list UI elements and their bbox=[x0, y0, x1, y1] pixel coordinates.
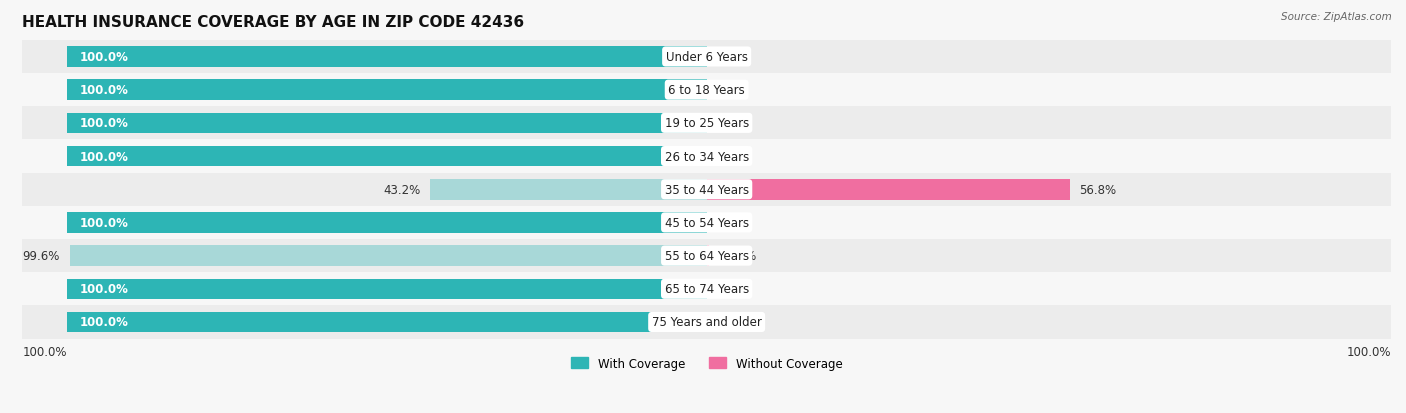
Text: 0.0%: 0.0% bbox=[716, 51, 747, 64]
Bar bbox=[430, 180, 707, 200]
Text: 100.0%: 100.0% bbox=[80, 150, 129, 163]
Text: 100.0%: 100.0% bbox=[80, 117, 129, 130]
Text: 100.0%: 100.0% bbox=[80, 316, 129, 329]
Bar bbox=[67, 213, 707, 233]
Text: 65 to 74 Years: 65 to 74 Years bbox=[665, 282, 749, 296]
Text: 45 to 54 Years: 45 to 54 Years bbox=[665, 216, 749, 229]
Bar bbox=[707, 180, 1070, 200]
Bar bbox=[22, 107, 1391, 140]
Text: 75 Years and older: 75 Years and older bbox=[652, 316, 762, 329]
Text: 0.0%: 0.0% bbox=[716, 150, 747, 163]
Bar bbox=[67, 47, 707, 68]
Text: 100.0%: 100.0% bbox=[80, 51, 129, 64]
Text: 0.44%: 0.44% bbox=[718, 249, 756, 263]
Bar bbox=[22, 206, 1391, 240]
Text: 0.0%: 0.0% bbox=[716, 316, 747, 329]
Bar bbox=[22, 273, 1391, 306]
Bar bbox=[67, 113, 707, 134]
Text: 99.6%: 99.6% bbox=[22, 249, 60, 263]
Bar bbox=[707, 246, 710, 266]
Text: 0.0%: 0.0% bbox=[716, 216, 747, 229]
Text: 26 to 34 Years: 26 to 34 Years bbox=[665, 150, 749, 163]
Text: 0.0%: 0.0% bbox=[716, 117, 747, 130]
Bar bbox=[22, 140, 1391, 173]
Bar bbox=[22, 41, 1391, 74]
Text: Source: ZipAtlas.com: Source: ZipAtlas.com bbox=[1281, 12, 1392, 22]
Text: 55 to 64 Years: 55 to 64 Years bbox=[665, 249, 749, 263]
Bar bbox=[67, 312, 707, 332]
Text: 100.0%: 100.0% bbox=[80, 84, 129, 97]
Bar bbox=[70, 246, 707, 266]
Text: 6 to 18 Years: 6 to 18 Years bbox=[668, 84, 745, 97]
Bar bbox=[22, 74, 1391, 107]
Text: 0.0%: 0.0% bbox=[716, 84, 747, 97]
Text: 35 to 44 Years: 35 to 44 Years bbox=[665, 183, 749, 196]
Bar bbox=[67, 80, 707, 101]
Text: 100.0%: 100.0% bbox=[80, 216, 129, 229]
Text: 19 to 25 Years: 19 to 25 Years bbox=[665, 117, 749, 130]
Bar bbox=[22, 173, 1391, 206]
Text: HEALTH INSURANCE COVERAGE BY AGE IN ZIP CODE 42436: HEALTH INSURANCE COVERAGE BY AGE IN ZIP … bbox=[22, 15, 524, 30]
Text: 100.0%: 100.0% bbox=[80, 282, 129, 296]
Legend: With Coverage, Without Coverage: With Coverage, Without Coverage bbox=[567, 352, 848, 375]
Text: 100.0%: 100.0% bbox=[1347, 346, 1391, 358]
Bar bbox=[67, 146, 707, 167]
Text: 0.0%: 0.0% bbox=[716, 282, 747, 296]
Text: 56.8%: 56.8% bbox=[1080, 183, 1116, 196]
Bar bbox=[22, 240, 1391, 273]
Bar bbox=[67, 279, 707, 299]
Text: 100.0%: 100.0% bbox=[22, 346, 67, 358]
Text: Under 6 Years: Under 6 Years bbox=[665, 51, 748, 64]
Text: 43.2%: 43.2% bbox=[384, 183, 420, 196]
Bar bbox=[22, 306, 1391, 339]
